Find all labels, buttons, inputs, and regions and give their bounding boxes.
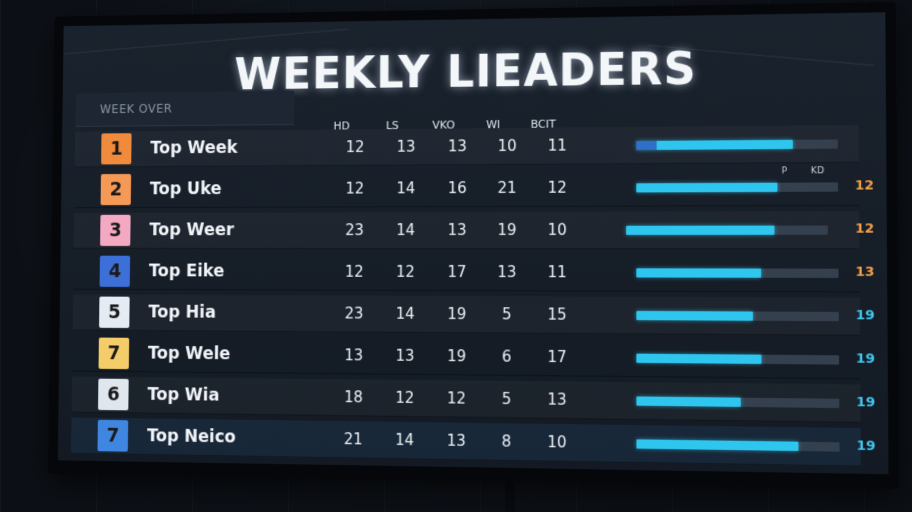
rank-badge: 4 [100, 256, 131, 287]
stat-cell: 11 [532, 263, 583, 281]
stat-cell: 14 [381, 221, 430, 239]
progress-bar [636, 396, 839, 408]
score-value: 19 [847, 351, 883, 367]
stat-cell: 23 [329, 304, 378, 322]
stat-cell: 23 [330, 221, 379, 239]
stat-cell: 12 [331, 138, 380, 156]
score-value: 13 [847, 265, 883, 281]
stat-cell: 12 [432, 389, 482, 408]
player-name: Top Eike [149, 262, 225, 282]
stat-cell: 8 [481, 432, 531, 451]
stat-cell: 21 [482, 179, 532, 197]
stat-cell: 6 [482, 347, 532, 366]
stat-cell: 17 [432, 263, 482, 281]
player-name: Top Weer [149, 220, 234, 240]
progress-bar [636, 139, 838, 150]
score-value: 12 [846, 178, 882, 194]
stat-cell: 21 [329, 430, 378, 449]
player-name: Top Week [150, 138, 237, 158]
stat-cell: 5 [481, 390, 531, 409]
rank-badge: 5 [99, 297, 130, 328]
player-name: Top Neico [147, 426, 236, 447]
stat-cell: 12 [381, 263, 430, 281]
stat-cell: 11 [532, 136, 582, 154]
table-row[interactable]: 2 Top Uke 12 14 16 21 12 12 [74, 168, 859, 208]
stat-cell: 12 [532, 179, 582, 197]
progress-bar-fill [636, 140, 793, 150]
progress-bar-fill [636, 354, 761, 364]
stat-cell: 19 [432, 347, 482, 366]
rank-badge: 2 [101, 174, 132, 205]
score-value: 19 [847, 308, 883, 324]
stat-cell: 14 [380, 305, 429, 323]
stat-cell: 14 [380, 431, 430, 450]
score-value: 19 [848, 395, 884, 411]
stat-cell: 13 [431, 431, 481, 450]
player-name: Top Wia [147, 385, 219, 406]
table-row[interactable]: 3 Top Weer 23 14 13 19 10 12 [74, 211, 860, 249]
progress-bar [636, 354, 839, 365]
player-name: Top Wele [148, 344, 231, 364]
progress-bar-fill [626, 226, 775, 235]
stat-cell: 14 [381, 179, 430, 197]
progress-bar-fill [636, 396, 741, 406]
stat-cell: 12 [380, 389, 430, 408]
player-name: Top Uke [150, 179, 222, 199]
stat-cell: 12 [330, 263, 379, 281]
leaderboard-rows: 1 Top Week 12 13 13 10 11 2 Top Uke 12 14 16 21 12 12 3… [64, 12, 886, 26]
stat-cell: 13 [329, 346, 378, 364]
monitor-screen: WEEKLY LIEADERS WEEK OVER HD LS VKO WI B… [48, 2, 899, 489]
stat-cell: 13 [433, 137, 483, 155]
stat-cell: 12 [330, 180, 379, 198]
progress-bar-fill [636, 439, 798, 451]
rank-badge: 7 [97, 420, 128, 452]
score-value: 12 [847, 221, 883, 236]
player-name: Top Hia [148, 303, 216, 323]
rank-badge: 1 [101, 133, 132, 164]
table-row[interactable]: 1 Top Week 12 13 13 10 11 [75, 125, 859, 168]
stat-cell: 5 [482, 305, 532, 323]
stat-cell: 10 [532, 433, 583, 452]
progress-bar [636, 311, 838, 321]
stat-cell: 19 [432, 305, 482, 323]
progress-bar [626, 226, 828, 235]
leaderboard-panel: WEEKLY LIEADERS WEEK OVER HD LS VKO WI B… [58, 12, 889, 474]
week-over-label: WEEK OVER [100, 102, 172, 116]
progress-bar-fill [636, 268, 761, 277]
progress-bar-fill [636, 183, 777, 193]
progress-bar [636, 182, 838, 192]
stat-cell: 18 [329, 388, 378, 407]
table-row[interactable]: 6 Top Wia 18 12 12 5 13 19 [72, 376, 861, 422]
stat-cell: 16 [432, 179, 482, 197]
stat-cell: 10 [482, 137, 532, 155]
stat-cell: 15 [532, 305, 583, 323]
stat-cell: 13 [482, 263, 532, 281]
table-row[interactable]: 7 Top Wele 13 13 19 6 17 19 [72, 335, 860, 379]
stat-cell: 13 [380, 347, 430, 365]
stat-cell: 10 [532, 221, 582, 239]
rank-badge: 6 [98, 379, 129, 411]
progress-bar-fill [636, 311, 753, 321]
progress-bar-segment [636, 141, 656, 150]
stat-cell: 13 [532, 390, 583, 409]
progress-bar [636, 268, 838, 278]
stat-cell: 17 [532, 348, 583, 367]
rank-badge: 7 [99, 338, 130, 370]
table-row[interactable]: 5 Top Hia 23 14 19 5 15 19 [73, 295, 860, 336]
table-row[interactable]: 4 Top Eike 12 12 17 13 11 13 [73, 254, 860, 293]
stat-cell: 13 [432, 221, 482, 239]
stat-cell: 19 [482, 221, 532, 239]
stat-cell: 13 [381, 138, 430, 156]
table-row[interactable]: 7 Top Neico 21 14 13 8 10 19 [71, 417, 861, 466]
progress-bar [636, 439, 839, 451]
rank-badge: 3 [100, 215, 131, 246]
score-value: 19 [848, 438, 884, 454]
